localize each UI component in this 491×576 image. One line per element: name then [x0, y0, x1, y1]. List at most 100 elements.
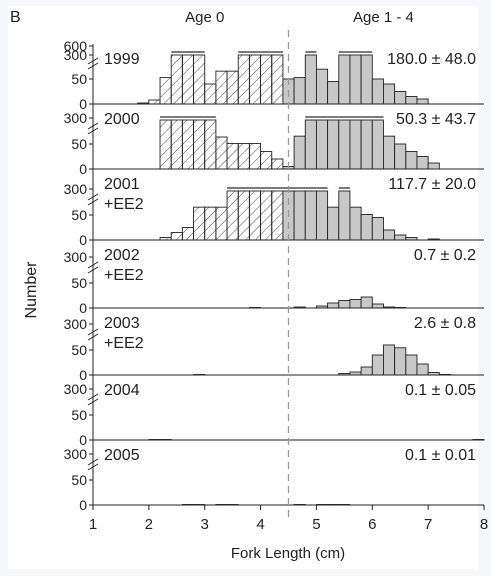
x-tick-label: 3 — [201, 516, 209, 533]
histogram-bar — [304, 119, 317, 170]
y-axis-label: Number — [23, 261, 40, 319]
panel-year-label: 2003 — [104, 315, 140, 332]
histogram-bar — [338, 190, 351, 241]
y-tick-label: 0 — [79, 96, 87, 112]
histogram-bar — [427, 162, 440, 170]
y-tick-label: 50 — [71, 472, 87, 488]
histogram-bar — [193, 119, 206, 170]
y-tick-label: 0 — [79, 232, 87, 248]
histogram-bar — [204, 206, 217, 241]
histogram-bar — [170, 119, 183, 170]
histogram-bar — [349, 119, 362, 170]
y-tick-label: 0 — [79, 497, 87, 513]
histogram-bar — [394, 91, 407, 105]
histogram-bar — [248, 142, 262, 170]
x-tick-label: 6 — [368, 516, 376, 533]
histogram-bar — [394, 234, 407, 241]
histogram-bar — [193, 54, 206, 105]
histogram-bar — [394, 347, 407, 376]
histogram-bar — [416, 98, 429, 105]
histogram-bar — [181, 119, 194, 170]
histogram-bar — [260, 190, 273, 241]
axis-break-mark — [87, 266, 99, 274]
y-tick-label: 50 — [71, 342, 87, 358]
histogram-bar — [148, 99, 161, 105]
x-tick-label: 5 — [312, 516, 320, 533]
histogram-bar — [416, 156, 429, 170]
histogram-bar — [383, 83, 396, 105]
histogram-bar — [226, 190, 239, 241]
histogram-bar — [260, 151, 273, 170]
y-tick-label: 50 — [71, 275, 87, 291]
histogram-bar — [293, 135, 306, 170]
age-group-label: Age 0 — [185, 9, 224, 26]
histogram-bar — [338, 54, 351, 105]
histogram-bar — [371, 354, 384, 376]
histogram-bar — [237, 54, 250, 105]
histogram-bar — [215, 206, 228, 241]
axis-break-mark — [87, 62, 99, 70]
panel-estimate-label: 0.7 ± 0.2 — [414, 247, 476, 264]
histogram-bar — [293, 190, 306, 241]
histogram-bar — [304, 54, 317, 105]
axis-break-mark — [87, 398, 99, 406]
axis-break-mark — [87, 57, 99, 65]
histogram-bar — [405, 151, 418, 170]
histogram-bar — [338, 119, 351, 170]
histogram-bar — [383, 135, 396, 170]
histogram-bar — [327, 81, 340, 105]
y-tick-label: 300 — [64, 47, 88, 63]
axis-break-mark — [87, 393, 99, 401]
histogram-bar — [327, 206, 340, 241]
histogram-bar — [315, 190, 329, 241]
histogram-bar — [226, 142, 239, 170]
panel-year-label: 2000 — [104, 111, 140, 128]
axis-break-mark — [87, 458, 99, 466]
histogram-bar — [271, 190, 284, 241]
histogram-bar — [383, 344, 396, 376]
histogram-bar — [226, 70, 239, 105]
histogram-bar — [360, 213, 373, 241]
histogram-bar — [315, 119, 329, 170]
x-tick-label: 7 — [424, 516, 432, 533]
x-tick-label: 8 — [480, 516, 488, 533]
histogram-bar — [181, 227, 194, 241]
axis-break-mark — [87, 193, 99, 201]
histogram-bar — [360, 119, 373, 170]
histogram-bar — [215, 136, 228, 170]
panel-year-label: 1999 — [104, 51, 140, 68]
panel-year-label: 2005 — [104, 447, 140, 464]
x-tick-label: 1 — [89, 516, 97, 533]
panel-estimate-label: 0.1 ± 0.05 — [405, 382, 476, 399]
panel-estimate-label: 50.3 ± 43.7 — [396, 111, 476, 128]
histogram-bar — [159, 77, 172, 105]
panel-estimate-label: 2.6 ± 0.8 — [414, 315, 476, 332]
y-tick-label: 300 — [64, 249, 88, 265]
y-tick-label: 0 — [79, 300, 87, 316]
x-axis-label: Fork Length (cm) — [231, 545, 345, 562]
histogram-bar — [271, 158, 284, 170]
histogram-bar — [170, 232, 183, 241]
histogram-bar — [383, 229, 396, 241]
axis-break-mark — [87, 328, 99, 336]
y-tick-label: 50 — [71, 207, 87, 223]
y-tick-label: 0 — [79, 161, 87, 177]
histogram-bar — [181, 54, 194, 105]
panel-year-label: 2001 — [104, 176, 140, 193]
panel-estimate-label: 117.7 ± 20.0 — [388, 176, 476, 193]
histogram-bar — [170, 54, 183, 105]
y-tick-label: 300 — [64, 316, 88, 332]
histogram-bar — [338, 300, 351, 309]
panel-year-label: 2002 — [104, 247, 140, 264]
x-tick-label: 2 — [145, 516, 153, 533]
histogram-bar — [327, 302, 340, 309]
y-tick-label: 300 — [64, 381, 88, 397]
axis-break-mark — [87, 333, 99, 341]
histogram-bar — [237, 142, 250, 170]
histogram-bar — [349, 206, 362, 241]
age-group-label: Age 1 - 4 — [353, 9, 414, 26]
histogram-bar — [371, 303, 384, 309]
histogram-bar — [271, 54, 284, 105]
